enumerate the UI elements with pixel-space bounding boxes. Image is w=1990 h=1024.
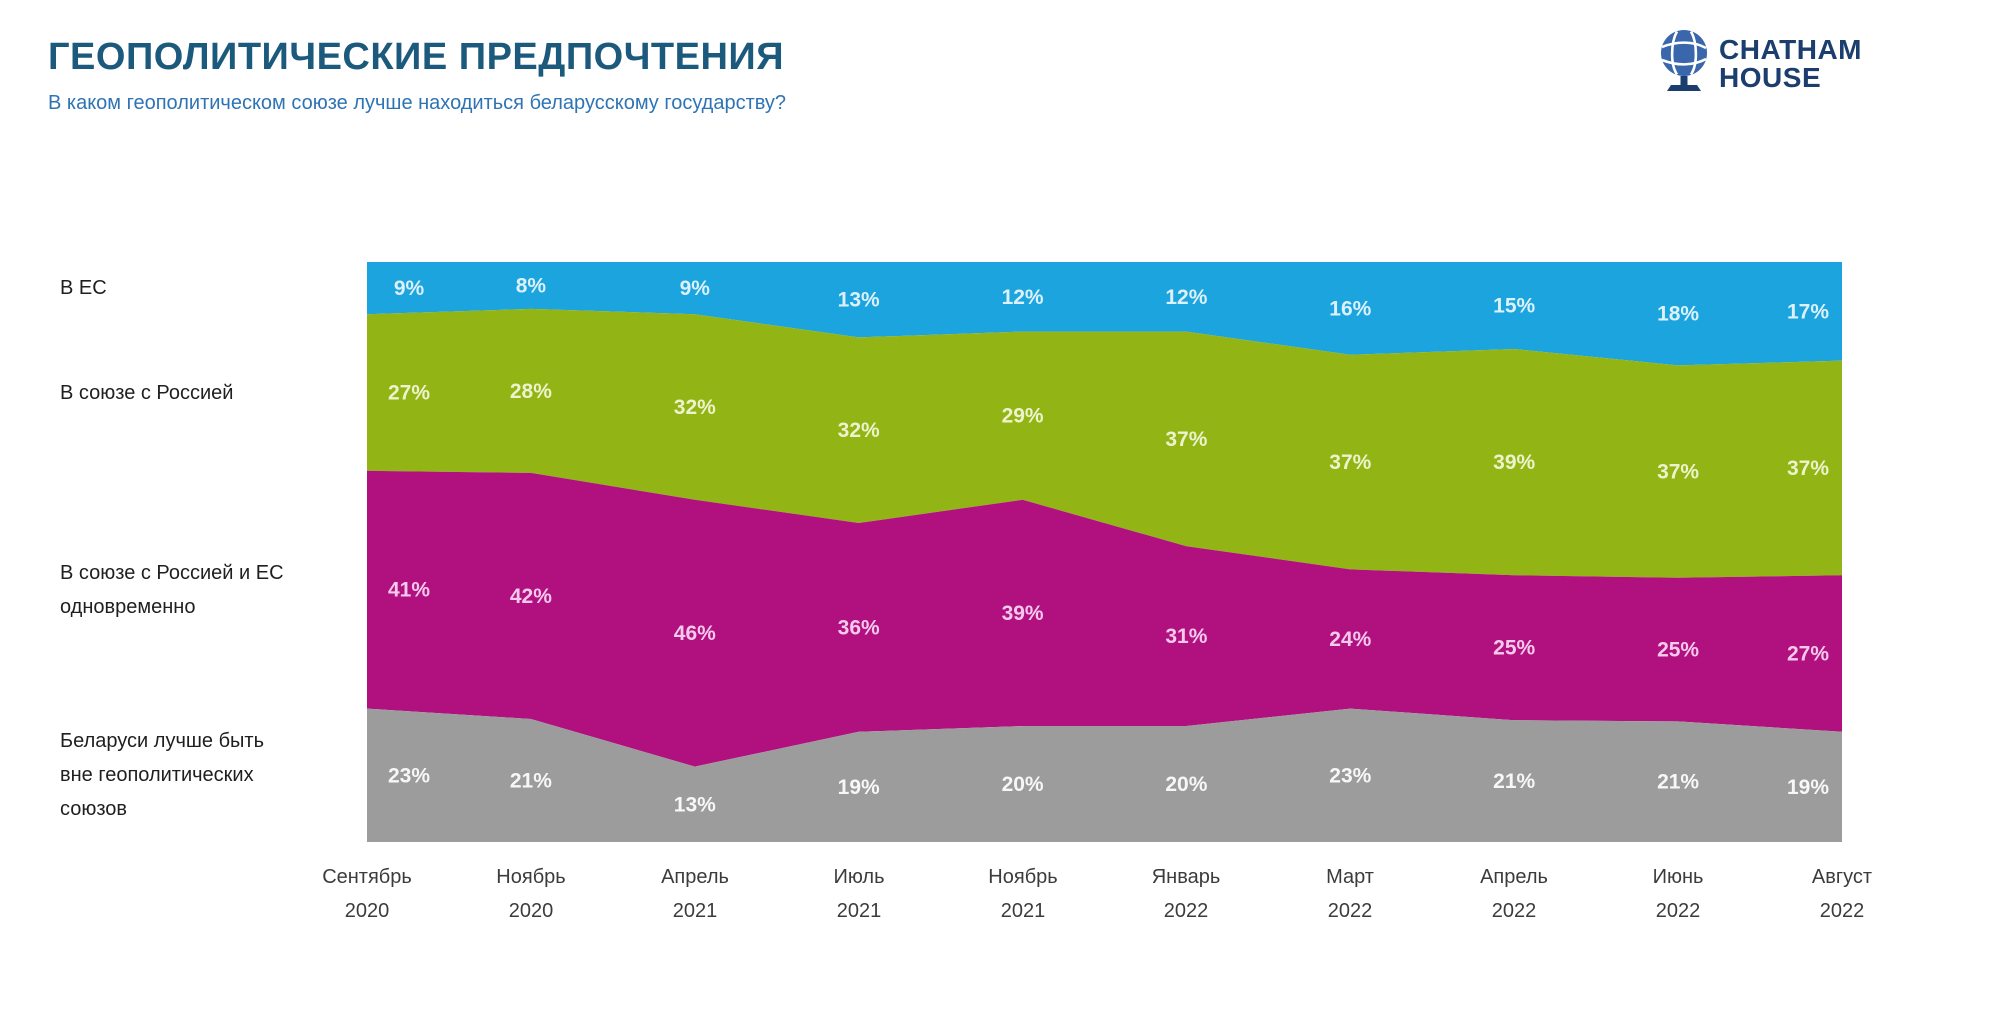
- value-label: 39%: [1002, 602, 1044, 625]
- axis-label-year: 2022: [1327, 900, 1373, 922]
- axis-label-month: Ноябрь: [496, 866, 566, 888]
- globe-icon: [1657, 28, 1711, 99]
- value-label: 37%: [1165, 428, 1207, 451]
- value-label: 18%: [1657, 303, 1699, 326]
- axis-label-year: 2022: [1655, 900, 1701, 922]
- axis-label-6: Январь 2022: [1152, 860, 1221, 928]
- value-label: 39%: [1493, 451, 1535, 474]
- series-label-1: В ЕС: [60, 271, 107, 305]
- series-label-line: В союзе с Россией: [60, 382, 234, 404]
- value-label: 19%: [838, 776, 880, 799]
- axis-label-year: 2022: [1819, 900, 1865, 922]
- value-label: 28%: [510, 380, 552, 403]
- value-label: 31%: [1165, 625, 1207, 648]
- axis-label-month: Январь: [1151, 866, 1221, 888]
- logo-line2: HOUSE: [1719, 61, 1822, 93]
- axis-label-1: Сентябрь 2020: [322, 860, 412, 928]
- value-label: 23%: [388, 764, 430, 787]
- value-label: 27%: [388, 382, 430, 405]
- axis-label-year: 2022: [1491, 900, 1537, 922]
- series-label-line: вне геополитических: [60, 764, 254, 786]
- value-label: 41%: [388, 579, 430, 602]
- axis-label-month: Июнь: [1652, 866, 1704, 888]
- chart-plot-area: 9% 8% 9% 13% 12% 12% 16% 15% 18% 17% 27% 28% 32% 32% 2…: [367, 262, 1842, 842]
- value-label: 9%: [394, 277, 425, 300]
- axis-label-year: 2021: [1000, 900, 1046, 922]
- value-label: 23%: [1329, 764, 1371, 787]
- value-label: 16%: [1329, 297, 1371, 320]
- value-label: 25%: [1493, 637, 1535, 660]
- value-label: 12%: [1165, 286, 1207, 309]
- axis-label-3: Апрель 2021: [661, 860, 729, 928]
- value-label: 21%: [1493, 770, 1535, 793]
- value-label: 8%: [516, 274, 547, 297]
- value-label: 20%: [1165, 773, 1207, 796]
- value-label: 42%: [510, 585, 552, 608]
- value-label: 25%: [1657, 639, 1699, 662]
- series-label-line: одновременно: [60, 596, 196, 618]
- value-label: 17%: [1787, 300, 1829, 323]
- value-label: 21%: [1657, 771, 1699, 794]
- axis-label-year: 2020: [508, 900, 554, 922]
- area-series-4: [367, 708, 1842, 842]
- axis-label-month: Март: [1326, 866, 1374, 888]
- series-label-4: Беларуси лучше быть вне геополитических со…: [60, 724, 264, 826]
- area-series-3: [367, 470, 1842, 767]
- axis-label-9: Июнь 2022: [1653, 860, 1704, 928]
- axis-label-month: Июль: [833, 866, 885, 888]
- value-label: 13%: [838, 289, 880, 312]
- series-label-line: В ЕС: [60, 277, 107, 299]
- value-label: 12%: [1002, 286, 1044, 309]
- value-label: 32%: [674, 396, 716, 419]
- value-label: 9%: [680, 277, 711, 300]
- axis-label-month: Август: [1811, 866, 1873, 888]
- page-title: ГЕОПОЛИТИЧЕСКИЕ ПРЕДПОЧТЕНИЯ: [48, 36, 785, 78]
- axis-label-year: 2021: [672, 900, 718, 922]
- axis-label-5: Ноябрь 2021: [988, 860, 1057, 928]
- series-label-3: В союзе с Россией и ЕС одновременно: [60, 556, 284, 624]
- logo-line1: CHATHAM: [1719, 33, 1862, 65]
- chatham-house-logo: CHATHAM HOUSE: [1657, 28, 1862, 99]
- axis-label-7: Март 2022: [1326, 860, 1374, 928]
- axis-label-year: 2020: [344, 900, 390, 922]
- series-label-line: Беларуси лучше быть: [60, 730, 265, 752]
- value-label: 37%: [1329, 451, 1371, 474]
- axis-label-month: Ноябрь: [988, 866, 1058, 888]
- page-subtitle: В каком геополитическом союзе лучше нахо…: [48, 92, 787, 114]
- value-label: 21%: [510, 770, 552, 793]
- value-label: 19%: [1787, 776, 1829, 799]
- series-label-line: союзов: [60, 798, 128, 820]
- axis-label-2: Ноябрь 2020: [496, 860, 565, 928]
- area-series-1: [367, 262, 1842, 366]
- axis-label-month: Апрель: [661, 866, 729, 888]
- axis-label-year: 2021: [836, 900, 882, 922]
- area-series-2: [367, 308, 1842, 578]
- series-label-line: В союзе с Россией и ЕС: [60, 562, 284, 584]
- value-label: 20%: [1002, 773, 1044, 796]
- series-label-2: В союзе с Россией: [60, 376, 233, 410]
- axis-label-8: Апрель 2022: [1480, 860, 1548, 928]
- axis-label-year: 2022: [1163, 900, 1209, 922]
- value-label: 29%: [1002, 405, 1044, 428]
- axis-label-4: Июль 2021: [833, 860, 884, 928]
- value-label: 37%: [1657, 461, 1699, 484]
- value-label: 15%: [1493, 295, 1535, 318]
- logo-text: CHATHAM HOUSE: [1719, 33, 1862, 93]
- value-label: 46%: [674, 622, 716, 645]
- value-label: 32%: [838, 419, 880, 442]
- value-label: 36%: [838, 616, 880, 639]
- axis-label-month: Апрель: [1480, 866, 1548, 888]
- axis-label-month: Сентябрь: [322, 866, 412, 888]
- axis-label-10: Август 2022: [1812, 860, 1872, 928]
- value-label: 13%: [674, 793, 716, 816]
- value-label: 37%: [1787, 457, 1829, 480]
- value-label: 24%: [1329, 628, 1371, 651]
- value-label: 27%: [1787, 643, 1829, 666]
